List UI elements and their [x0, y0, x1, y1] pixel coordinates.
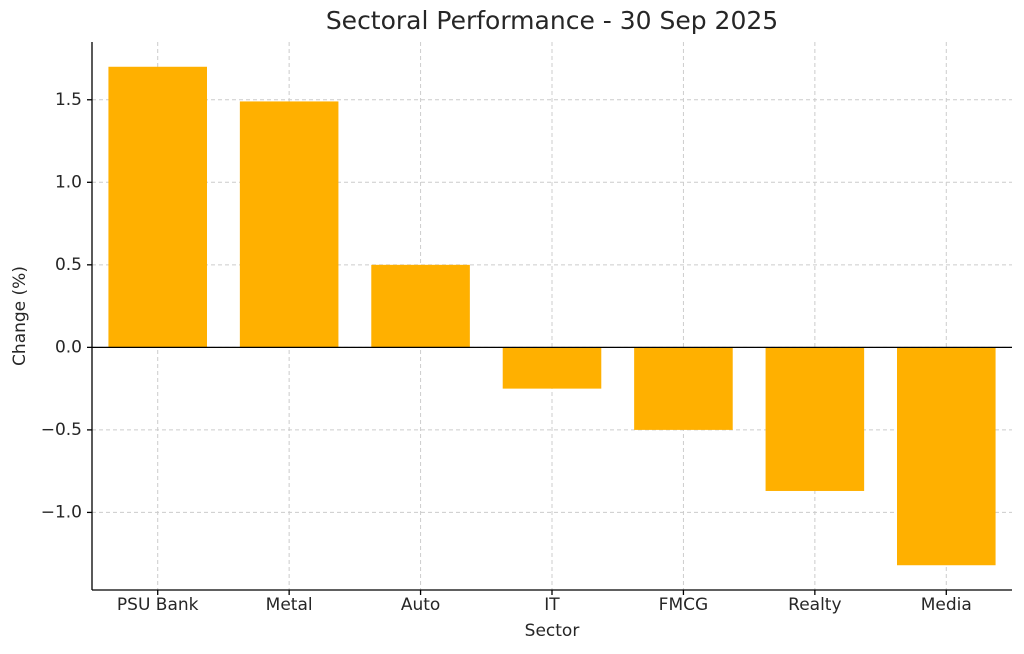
- y-tick-label: 0.0: [55, 337, 82, 357]
- bar: [897, 347, 996, 566]
- x-axis-label: Sector: [525, 621, 580, 641]
- bar: [108, 66, 207, 348]
- bar: [502, 347, 602, 389]
- x-tick-label: Realty: [788, 595, 841, 615]
- x-tick-label: PSU Bank: [117, 595, 199, 615]
- chart-title: Sectoral Performance - 30 Sep 2025: [326, 6, 778, 35]
- bar: [634, 347, 733, 430]
- y-tick-label: 0.5: [55, 255, 82, 275]
- bar: [765, 347, 865, 491]
- bar: [371, 264, 470, 348]
- y-tick-label: 1.0: [55, 172, 82, 192]
- bar: [239, 101, 339, 348]
- y-tick-label: −1.0: [41, 502, 82, 522]
- y-tick-label: −0.5: [41, 420, 82, 440]
- x-tick-label: Metal: [266, 595, 313, 615]
- x-tick-label: FMCG: [659, 595, 709, 615]
- y-axis-label: Change (%): [10, 266, 30, 366]
- y-tick-label: 1.5: [55, 90, 82, 110]
- x-tick-label: IT: [544, 595, 560, 615]
- x-tick-label: Media: [921, 595, 972, 615]
- x-tick-label: Auto: [401, 595, 440, 615]
